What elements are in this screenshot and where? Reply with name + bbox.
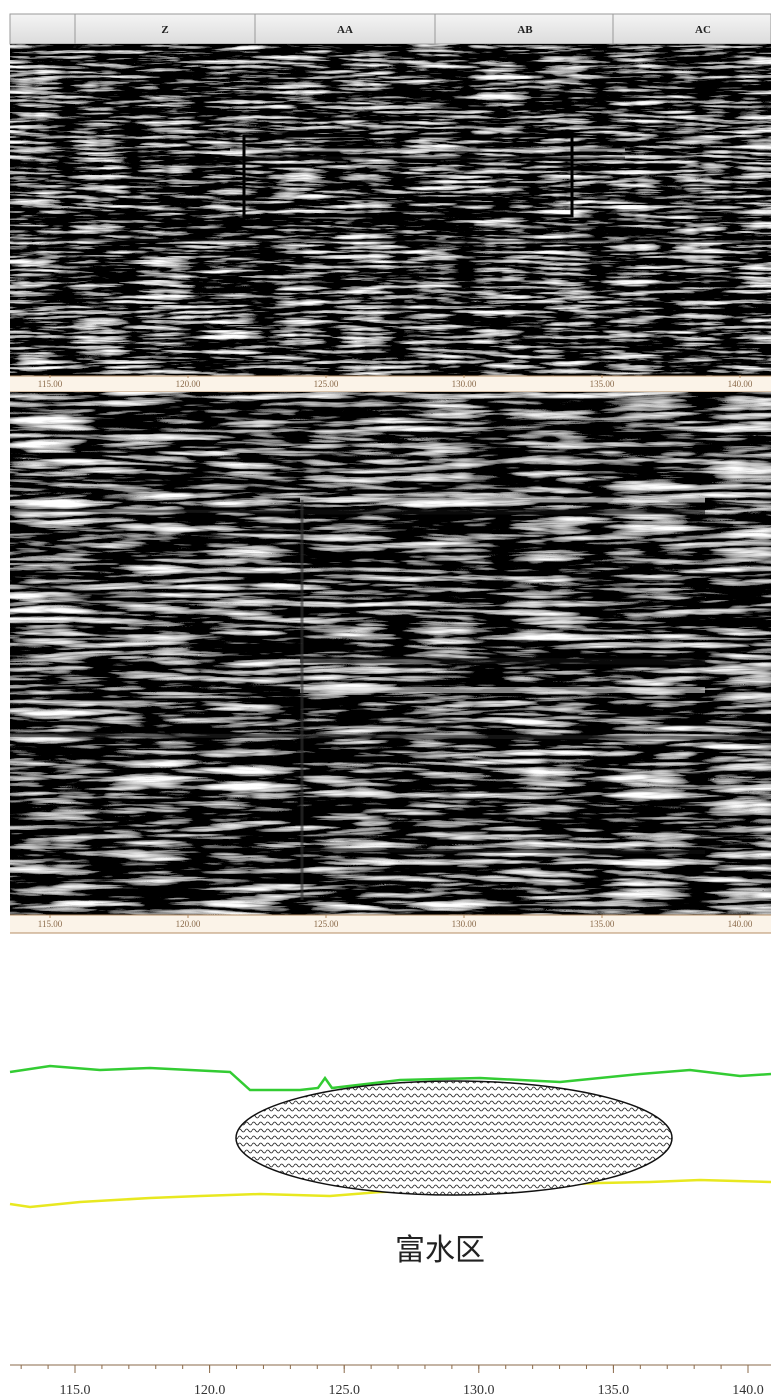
tick-label: 125.00 xyxy=(314,919,339,929)
column-label: AC xyxy=(695,24,711,36)
tick-label: 140.00 xyxy=(728,379,753,389)
tick-label: 130.00 xyxy=(452,919,477,929)
tick-label: 135.00 xyxy=(590,379,615,389)
zone-label: 富水区 xyxy=(395,1233,485,1268)
highlight-box xyxy=(242,134,574,218)
column-label: AA xyxy=(337,24,353,36)
tick-strip xyxy=(10,376,771,392)
tick-label: 130.00 xyxy=(452,379,477,389)
tick-label: 140.00 xyxy=(728,919,753,929)
tick-label: 130.0 xyxy=(463,1383,495,1398)
lower-interface xyxy=(9,1178,771,1209)
tick-label: 115.00 xyxy=(38,919,63,929)
radar-profile xyxy=(10,44,771,376)
tick-label: 115.00 xyxy=(38,379,63,389)
tick-label: 120.00 xyxy=(176,379,201,389)
tick-label: 120.0 xyxy=(194,1383,226,1398)
tick-label: 135.00 xyxy=(590,919,615,929)
water-rich-zone xyxy=(235,1080,673,1196)
tick-strip xyxy=(10,915,771,933)
tick-label: 125.0 xyxy=(328,1383,360,1398)
header-dividers xyxy=(74,14,614,44)
tick-label: 135.0 xyxy=(598,1383,630,1398)
reflectors xyxy=(9,148,771,243)
column-label: AB xyxy=(517,24,533,36)
column-label: Z xyxy=(161,24,168,36)
reflectors xyxy=(9,497,771,900)
upper-interface xyxy=(9,1064,771,1092)
header-bar xyxy=(9,13,771,45)
tick-label: 140.0 xyxy=(732,1383,764,1398)
radar-profile xyxy=(10,392,771,915)
tick-label: 125.00 xyxy=(314,379,339,389)
tick-label: 115.0 xyxy=(60,1383,91,1398)
tick-label: 120.00 xyxy=(176,919,201,929)
